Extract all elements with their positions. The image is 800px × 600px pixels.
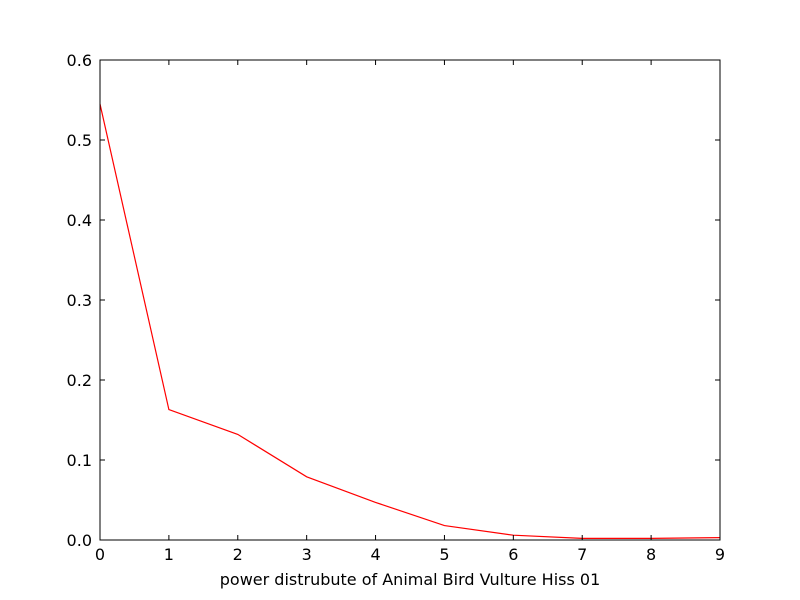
x-tick-label: 0 — [95, 545, 105, 564]
plot-area — [100, 60, 720, 540]
y-tick-label: 0.4 — [67, 211, 92, 230]
y-tick-label: 0.3 — [67, 291, 92, 310]
y-tick-label: 0.5 — [67, 131, 92, 150]
y-tick-label: 0.1 — [67, 451, 92, 470]
x-tick-label: 1 — [164, 545, 174, 564]
x-tick-label: 3 — [302, 545, 312, 564]
x-tick-label: 7 — [577, 545, 587, 564]
x-tick-label: 8 — [646, 545, 656, 564]
x-axis-ticks: 0 1 2 3 4 5 6 7 8 9 — [95, 60, 725, 564]
x-tick-label: 5 — [439, 545, 449, 564]
x-tick-label: 4 — [370, 545, 380, 564]
x-tick-label: 9 — [715, 545, 725, 564]
series-line — [99, 103, 721, 540]
y-tick-label: 0.0 — [67, 531, 92, 550]
x-tick-label: 2 — [233, 545, 243, 564]
y-tick-label: 0.2 — [67, 371, 92, 390]
x-axis-label: power distrubute of Animal Bird Vulture … — [220, 570, 601, 589]
y-axis-ticks: 0.0 0.1 0.2 0.3 0.4 0.5 0.6 — [67, 51, 720, 550]
y-tick-label: 0.6 — [67, 51, 92, 70]
x-tick-label: 6 — [508, 545, 518, 564]
series-layer — [99, 103, 721, 540]
